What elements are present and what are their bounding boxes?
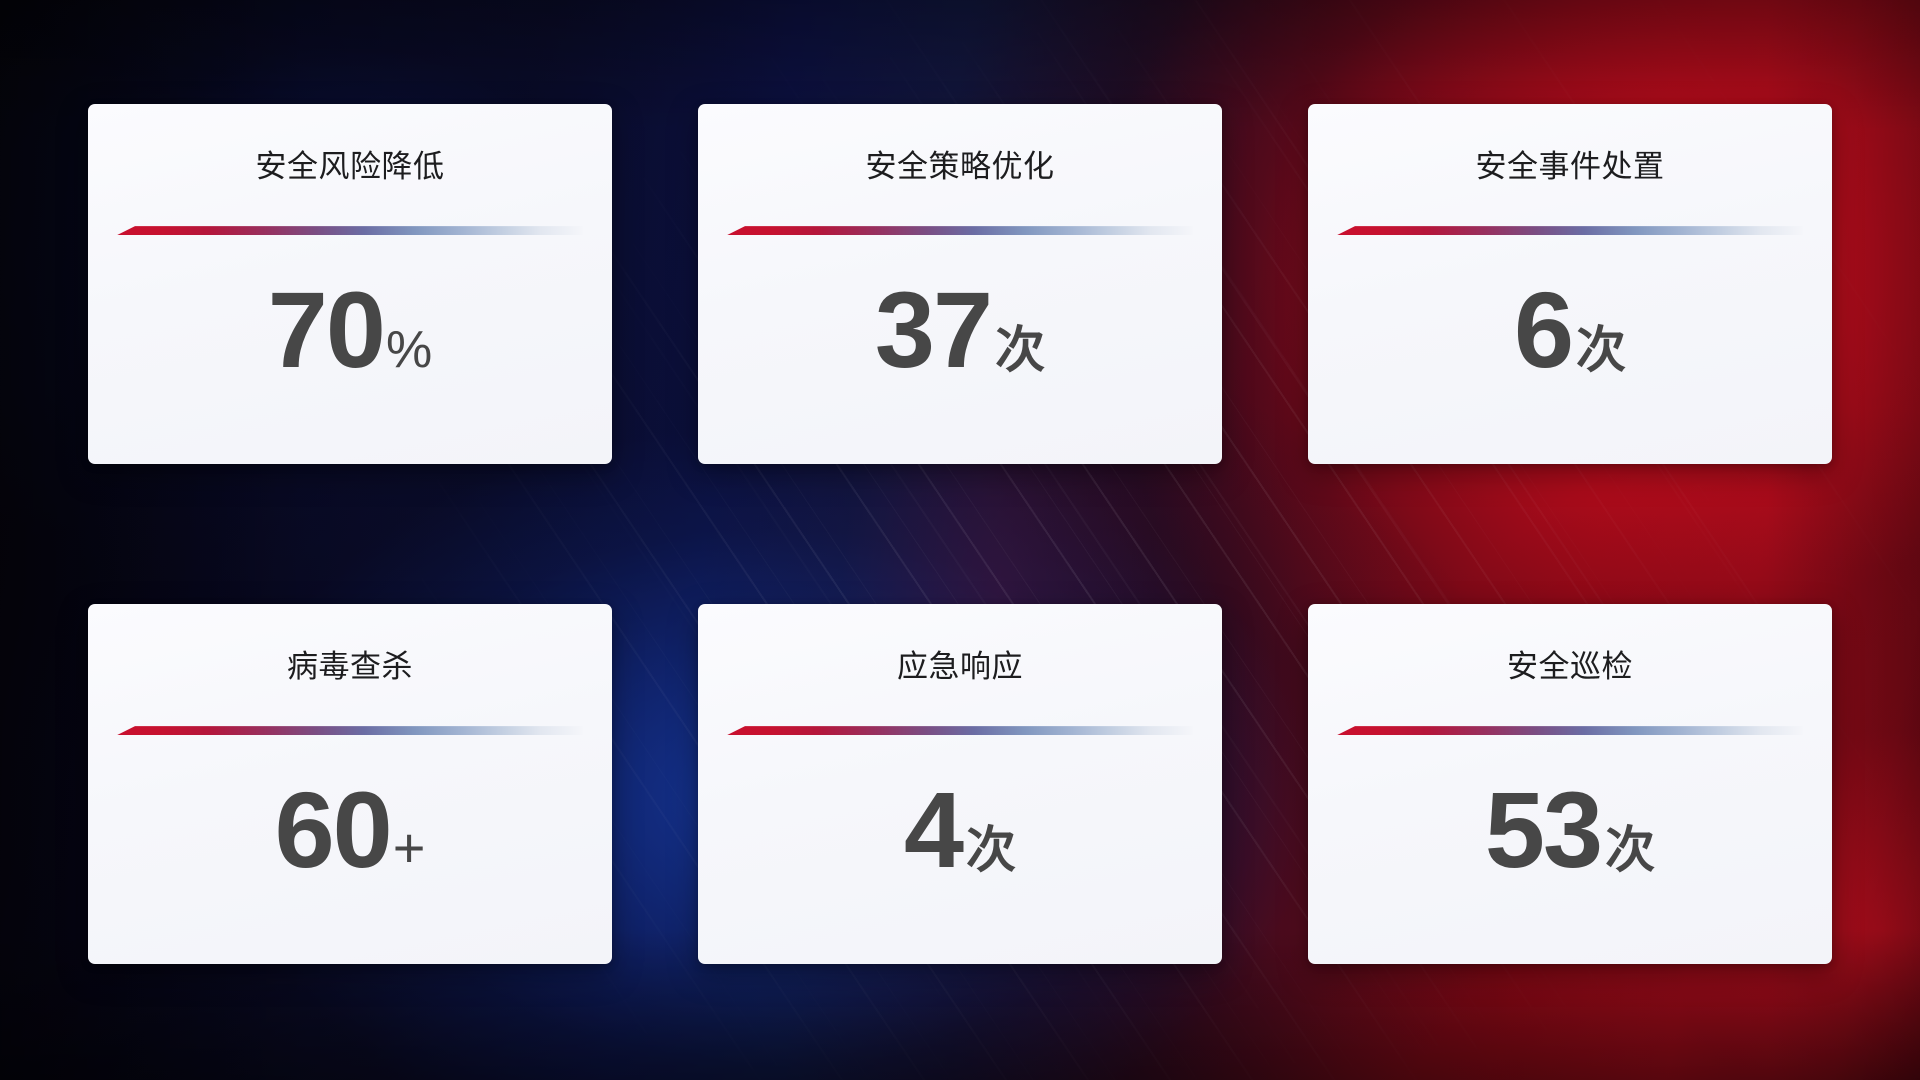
stat-card-value: 53	[1484, 769, 1603, 891]
gradient-bar	[1337, 726, 1803, 736]
stat-card-value-row: 4 次	[698, 769, 1222, 891]
stat-card-title: 病毒查杀	[287, 649, 413, 684]
stat-card-value: 60	[274, 769, 393, 891]
stat-card-title: 安全事件处置	[1475, 149, 1665, 184]
stat-card-value-row: 53 次	[1308, 769, 1832, 891]
gradient-bar	[117, 726, 583, 736]
stat-card-unit: %	[385, 321, 433, 380]
stat-card-unit: 次	[995, 322, 1046, 379]
stat-card-value-row: 6 次	[1308, 269, 1832, 391]
stat-card-divider	[1337, 226, 1803, 236]
gradient-bar	[727, 726, 1193, 736]
stat-card-value: 70	[267, 269, 386, 391]
gradient-bar	[1337, 226, 1803, 236]
stat-card-divider	[727, 226, 1193, 236]
stat-card[interactable]: 病毒查杀 60 +	[88, 604, 612, 964]
stat-card-divider	[117, 726, 583, 736]
stat-card-unit: 次	[966, 822, 1017, 879]
stat-card[interactable]: 安全事件处置 6 次	[1308, 104, 1832, 464]
stat-card-value: 4	[903, 769, 964, 891]
stat-card-unit: 次	[1576, 322, 1627, 379]
stat-card[interactable]: 应急响应 4 次	[698, 604, 1222, 964]
stat-card-value: 6	[1513, 269, 1574, 391]
stat-card-title: 安全巡检	[1507, 649, 1633, 684]
stat-card-title: 应急响应	[897, 649, 1023, 684]
stat-card-grid: 安全风险降低 70 % 安全策略优化 37 次 安全事件处置	[88, 104, 1832, 970]
stat-card-title: 安全风险降低	[255, 149, 445, 184]
stat-card-value-row: 37 次	[698, 269, 1222, 391]
gradient-bar	[727, 226, 1193, 236]
stat-card-divider	[1337, 726, 1803, 736]
gradient-bar	[117, 226, 583, 236]
stat-card-divider	[727, 726, 1193, 736]
stat-card[interactable]: 安全巡检 53 次	[1308, 604, 1832, 964]
stat-card[interactable]: 安全策略优化 37 次	[698, 104, 1222, 464]
stat-card-value-row: 70 %	[88, 269, 612, 391]
stat-card-divider	[117, 226, 583, 236]
stat-card-title: 安全策略优化	[865, 149, 1055, 184]
stat-card[interactable]: 安全风险降低 70 %	[88, 104, 612, 464]
stat-card-value: 37	[874, 269, 993, 391]
stat-card-unit: +	[392, 816, 426, 880]
stat-card-value-row: 60 +	[88, 769, 612, 891]
stat-card-unit: 次	[1605, 822, 1656, 879]
